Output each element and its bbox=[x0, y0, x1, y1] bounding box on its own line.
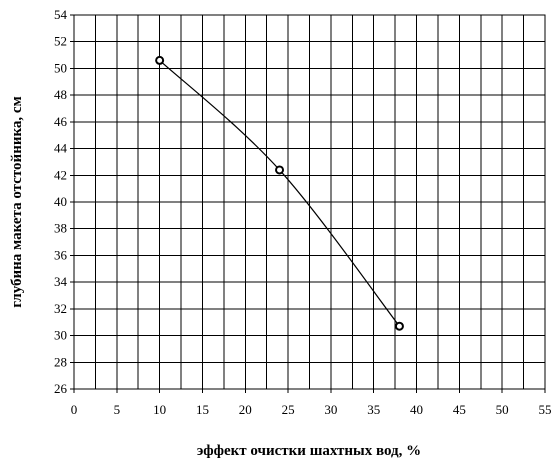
y-tick-label: 46 bbox=[54, 114, 68, 129]
x-tick-label: 35 bbox=[367, 402, 380, 417]
y-tick-label: 28 bbox=[54, 354, 67, 369]
x-tick-label: 45 bbox=[453, 402, 466, 417]
series-line bbox=[159, 59, 400, 327]
x-tick-label: 0 bbox=[71, 402, 78, 417]
x-tick-label: 50 bbox=[496, 402, 509, 417]
x-tick-label: 10 bbox=[153, 402, 166, 417]
grid bbox=[74, 15, 545, 389]
x-tick-label: 55 bbox=[539, 402, 552, 417]
y-tick-label: 26 bbox=[54, 381, 68, 396]
y-tick-label: 38 bbox=[54, 221, 67, 236]
x-tick-label: 30 bbox=[324, 402, 337, 417]
x-axis-ticks: 0 5 10 15 20 25 30 35 40 45 50 55 bbox=[71, 389, 552, 417]
x-axis-title: эффект очистки шахтных вод, % bbox=[197, 443, 421, 459]
y-tick-label: 30 bbox=[54, 328, 67, 343]
y-axis-title: глубина макета отстойника, см bbox=[9, 96, 25, 308]
data-point bbox=[394, 321, 404, 331]
y-tick-label: 42 bbox=[54, 167, 67, 182]
y-tick-label: 52 bbox=[54, 34, 67, 49]
x-tick-label: 15 bbox=[196, 402, 209, 417]
y-tick-label: 32 bbox=[54, 301, 67, 316]
x-tick-label: 20 bbox=[239, 402, 252, 417]
y-tick-label: 50 bbox=[54, 60, 67, 75]
data-point bbox=[275, 165, 285, 175]
x-tick-label: 25 bbox=[282, 402, 295, 417]
y-tick-label: 34 bbox=[54, 274, 68, 289]
y-tick-label: 40 bbox=[54, 194, 67, 209]
y-tick-label: 48 bbox=[54, 87, 67, 102]
y-tick-label: 54 bbox=[54, 7, 68, 22]
data-point bbox=[155, 55, 165, 65]
x-tick-label: 5 bbox=[114, 402, 121, 417]
y-tick-label: 36 bbox=[54, 247, 68, 262]
y-axis-ticks: 26 28 30 32 34 36 38 40 42 44 46 48 50 52 54 bbox=[54, 7, 74, 396]
x-tick-label: 40 bbox=[410, 402, 423, 417]
series-points bbox=[155, 55, 404, 331]
y-tick-label: 44 bbox=[54, 141, 68, 156]
